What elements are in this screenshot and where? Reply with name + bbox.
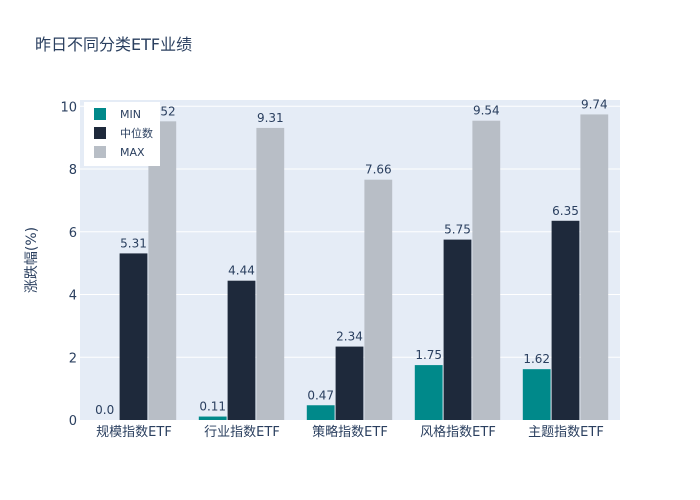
bar-MIN bbox=[306, 405, 335, 420]
data-label: 9.74 bbox=[581, 97, 608, 111]
x-tick-label: 策略指数ETF bbox=[312, 424, 388, 440]
x-tick-label: 行业指数ETF bbox=[204, 425, 280, 440]
legend-swatch-中位数 bbox=[94, 127, 106, 139]
data-label: 1.75 bbox=[415, 348, 442, 362]
bar-MIN bbox=[198, 416, 227, 420]
data-label: 6.35 bbox=[552, 204, 579, 218]
legend-label: MIN bbox=[120, 108, 141, 121]
y-tick-label: 0 bbox=[69, 414, 77, 429]
bar-中位数 bbox=[227, 280, 256, 420]
chart-title: 昨日不同分类ETF业绩 bbox=[35, 35, 192, 54]
data-label: 0.47 bbox=[307, 388, 334, 402]
bar-MIN bbox=[414, 365, 443, 420]
data-label: 5.31 bbox=[120, 236, 147, 250]
x-tick-label: 规模指数ETF bbox=[96, 425, 172, 440]
x-tick-label: 主题指数ETF bbox=[528, 425, 604, 440]
bar-MAX bbox=[580, 114, 609, 421]
x-axis-ticks: 规模指数ETF 行业指数ETF 策略指数ETF 风格指数ETF 主题指数ETF bbox=[96, 424, 604, 440]
data-label: 9.54 bbox=[473, 104, 500, 118]
data-label: 4.44 bbox=[228, 264, 255, 278]
bar-MIN bbox=[522, 369, 551, 420]
y-tick-label: 2 bbox=[69, 351, 77, 366]
data-label: 7.66 bbox=[365, 163, 392, 177]
bar-中位数 bbox=[443, 239, 472, 420]
legend: MIN 中位数 MAX bbox=[84, 102, 160, 166]
data-label: 5.75 bbox=[444, 223, 471, 237]
data-label: 1.62 bbox=[523, 352, 550, 366]
legend-label: MAX bbox=[120, 146, 145, 159]
data-label: 0.11 bbox=[199, 400, 226, 414]
bar-MAX bbox=[256, 127, 285, 420]
bars bbox=[119, 114, 609, 421]
y-tick-label: 6 bbox=[69, 226, 77, 241]
y-tick-label: 10 bbox=[60, 100, 77, 115]
bar-中位数 bbox=[119, 253, 148, 420]
data-label: 2.34 bbox=[336, 330, 363, 344]
data-labels: 0.05.319.520.114.449.310.472.347.661.755… bbox=[95, 97, 608, 417]
y-axis-ticks: 0 2 4 6 8 10 bbox=[60, 100, 77, 429]
data-label: 9.31 bbox=[257, 111, 284, 125]
y-tick-label: 8 bbox=[69, 163, 77, 178]
bar-MAX bbox=[148, 121, 177, 420]
y-axis-title: 涨跌幅(%) bbox=[24, 227, 40, 293]
y-tick-label: 4 bbox=[69, 289, 77, 304]
legend-swatch-MAX bbox=[94, 146, 106, 158]
legend-swatch-MIN bbox=[94, 108, 106, 120]
bar-MAX bbox=[472, 120, 501, 421]
x-tick-label: 风格指数ETF bbox=[420, 424, 496, 440]
bar-MAX bbox=[364, 179, 393, 420]
legend-label: 中位数 bbox=[120, 126, 153, 140]
bar-中位数 bbox=[551, 220, 580, 420]
data-label: 0.0 bbox=[95, 403, 114, 417]
bar-中位数 bbox=[335, 346, 364, 420]
